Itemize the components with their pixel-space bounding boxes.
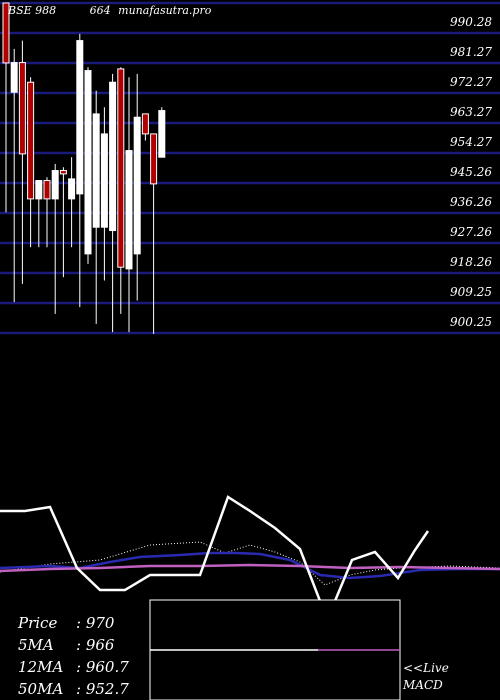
candle-body [51,170,59,200]
candle-body [109,81,117,232]
y-tick-label: 990.28 [450,15,492,29]
candle-body [59,170,67,175]
candle-body [100,133,108,228]
candle-body [125,150,133,270]
y-tick-label: 972.27 [450,75,492,89]
y-tick-label: 927.26 [450,225,492,239]
dotted-indicator-line [0,541,500,586]
live-label: <<Live [403,661,449,675]
y-axis-ticks: 999.28990.28981.27972.27963.27954.27945.… [450,15,492,329]
ma50-row: 50MA: 952.7 [18,680,129,698]
live-macd-label: <<Live MACD [403,660,449,694]
candle-body [84,70,92,255]
candle-body [35,180,43,200]
y-tick-label: 900.25 [450,315,492,329]
candle-body [150,133,158,185]
y-tick-label: 954.27 [450,135,492,149]
ma12-row: 12MA: 960.7 [18,658,129,676]
candle-body [27,81,35,200]
price-row: Price: 970 [18,614,115,632]
y-tick-label: 963.27 [450,105,492,119]
macd-label: MACD [403,678,443,692]
candle-body [76,40,84,195]
chart-title: BSE 988 664 munafasutra.pro [7,4,212,17]
candle-body [117,68,125,268]
white-indicator-line [0,495,430,603]
grid-lines [0,1,500,335]
y-tick-label: 945.26 [450,165,492,179]
candle-body [18,62,26,155]
candle-body [43,180,51,200]
indicator-lines [0,495,500,603]
candle-body [158,110,166,158]
price-info-panel: Price: 970 5MA: 966 12MA: 960.7 50MA: 95… [18,612,129,700]
candle-body [10,62,18,93]
candle-body [133,116,141,255]
exchange-label: BSE 988 [7,4,56,17]
volume-label: 664 [90,4,111,17]
y-tick-label: 936.26 [450,195,492,209]
y-tick-label: 981.27 [450,45,492,59]
candlesticks [2,2,166,334]
magenta-ema-line [0,563,500,573]
candle-body [141,113,149,135]
site-label: munafasutra.pro [118,4,212,17]
y-tick-label: 918.26 [450,255,492,269]
candle-body [92,113,100,228]
candle-body [68,178,76,200]
ma5-row: 5MA: 966 [18,636,115,654]
y-tick-label: 909.25 [450,285,492,299]
candle-body [2,2,10,64]
